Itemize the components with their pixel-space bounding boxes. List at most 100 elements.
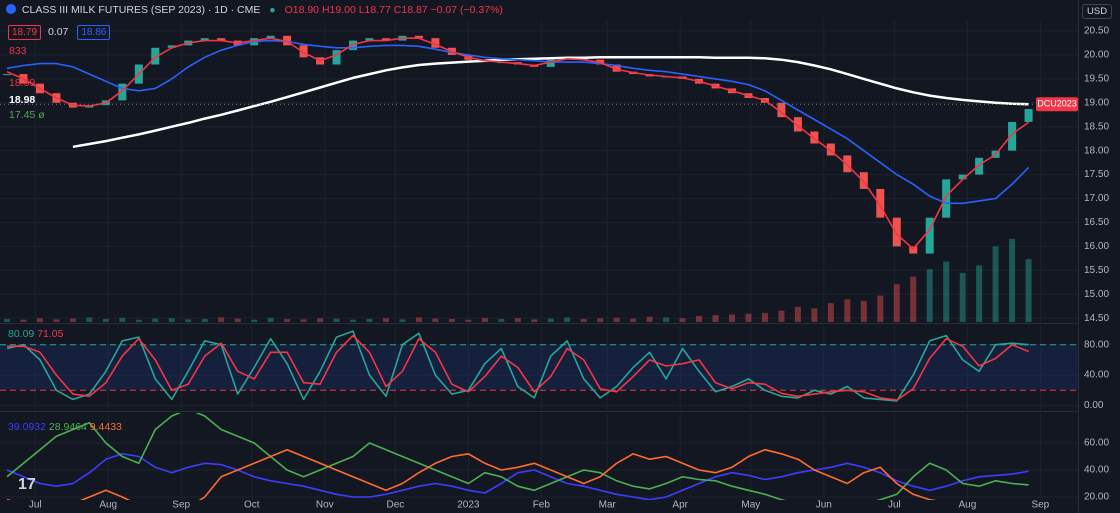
candle xyxy=(349,40,358,51)
y-tick-label: 16.50 xyxy=(1084,217,1109,228)
volume-bar xyxy=(547,318,554,322)
candle xyxy=(793,117,802,132)
ohlc-change: −0.07 (−0.37%) xyxy=(430,4,503,16)
candle xyxy=(925,217,934,254)
candle xyxy=(365,38,374,41)
plot-layer: Jul Aug Sep Oct Nov Dec 2023 Feb Mar Apr May Jun Jul… xyxy=(0,20,1109,511)
candle xyxy=(909,246,918,254)
x-tick-label: Dec xyxy=(386,500,404,511)
candle xyxy=(299,45,308,58)
x-tick-label: Jul xyxy=(888,500,901,511)
volume-bar xyxy=(893,284,900,322)
ohlc-open: O18.90 xyxy=(284,4,320,16)
dmi-minus: 9.4433 xyxy=(89,421,122,433)
y-tick-label: 17.00 xyxy=(1084,193,1109,204)
symbol-tag: DCU2023 xyxy=(1037,99,1077,109)
y-tick-label: 0.00 xyxy=(1084,400,1104,411)
x-tick-label: Oct xyxy=(244,500,260,511)
volume-bar xyxy=(943,261,950,322)
candle xyxy=(118,83,127,101)
dmi-status: 39.0932 28.9464 9.4433 xyxy=(8,421,122,433)
y-tick-label: 15.00 xyxy=(1084,289,1109,300)
candle xyxy=(876,188,885,218)
volume-bar xyxy=(1025,259,1032,322)
candle xyxy=(381,38,390,41)
volume-bar xyxy=(926,269,933,322)
indicator-line xyxy=(6,448,937,500)
volume-bar xyxy=(218,317,225,322)
volume-bar xyxy=(168,318,175,322)
volume-bar xyxy=(267,317,274,322)
buy-price[interactable]: 18.86 xyxy=(77,25,111,40)
candle xyxy=(414,35,423,39)
volume-bar xyxy=(135,319,142,322)
volume-bar xyxy=(284,318,291,322)
candle xyxy=(942,179,951,218)
y-tick-label: 19.50 xyxy=(1084,74,1109,85)
symbol-tag-bg xyxy=(1036,97,1078,112)
volume-bar xyxy=(1009,238,1016,322)
volume-bar xyxy=(415,317,422,322)
dmi-adx: 39.0932 xyxy=(8,421,46,433)
candle xyxy=(1024,109,1033,122)
x-tick-label: Sep xyxy=(172,500,190,511)
symbol-icon xyxy=(6,4,16,14)
x-tick-label: Aug xyxy=(958,500,976,511)
volume-bar xyxy=(992,246,999,322)
volume-bar xyxy=(679,318,686,322)
volume-bar xyxy=(910,276,917,322)
volume-bar xyxy=(794,306,801,322)
trade-buttons: 18.79 0.07 18.86 xyxy=(8,25,114,40)
ema-status: 18.59 xyxy=(9,77,36,89)
volume-bar xyxy=(613,317,620,322)
volume-bar xyxy=(481,317,488,322)
candle xyxy=(332,50,341,65)
volume-bar xyxy=(976,265,983,322)
volume-bar xyxy=(728,314,735,322)
ohlc-close: C18.87 xyxy=(393,4,428,16)
candle xyxy=(975,157,984,175)
x-tick-label: May xyxy=(741,500,760,511)
indicator-line xyxy=(6,37,1030,250)
currency-button[interactable]: USD xyxy=(1082,4,1113,19)
y-tick-label: 20.00 xyxy=(1084,50,1109,61)
candle xyxy=(217,38,226,41)
sma-status: 18.98 xyxy=(9,94,36,106)
band-fill xyxy=(0,344,1078,391)
candle xyxy=(266,35,275,39)
volume-bar xyxy=(696,315,703,322)
indicator-line xyxy=(72,56,1029,149)
candle xyxy=(200,38,209,41)
logo: 17 xyxy=(18,476,36,493)
y-tick-label: 19.00 xyxy=(1084,97,1109,108)
volume-bar xyxy=(827,303,834,322)
stoch-status: 80.09 71.05 xyxy=(8,328,63,340)
band-value: 17.45 xyxy=(9,109,36,121)
candle xyxy=(777,102,786,118)
candle xyxy=(843,155,852,173)
volume-bar xyxy=(844,299,851,322)
candle xyxy=(826,143,835,156)
x-tick-label: Mar xyxy=(599,500,617,511)
y-tick-label: 16.00 xyxy=(1084,241,1109,252)
spread: 0.07 xyxy=(47,26,69,38)
volume-status: 833 xyxy=(9,45,27,57)
y-tick-label: 17.50 xyxy=(1084,169,1109,180)
volume-bar xyxy=(201,318,208,322)
volume-bar xyxy=(251,319,258,322)
volume-bar xyxy=(350,319,357,322)
volume-bar xyxy=(564,317,571,322)
volume-bar xyxy=(597,318,604,322)
volume-bar xyxy=(745,313,752,322)
volume-bar xyxy=(860,300,867,322)
volume-bar xyxy=(663,317,670,322)
volume-bar xyxy=(20,319,27,322)
candle xyxy=(810,131,819,144)
sell-price[interactable]: 18.79 xyxy=(8,25,42,40)
volume-bar xyxy=(630,318,637,322)
symbol-title: CLASS III MILK FUTURES (SEP 2023) · 1D ·… xyxy=(21,4,261,16)
candle xyxy=(3,74,11,76)
candle xyxy=(612,64,621,72)
pane xyxy=(0,330,1078,402)
